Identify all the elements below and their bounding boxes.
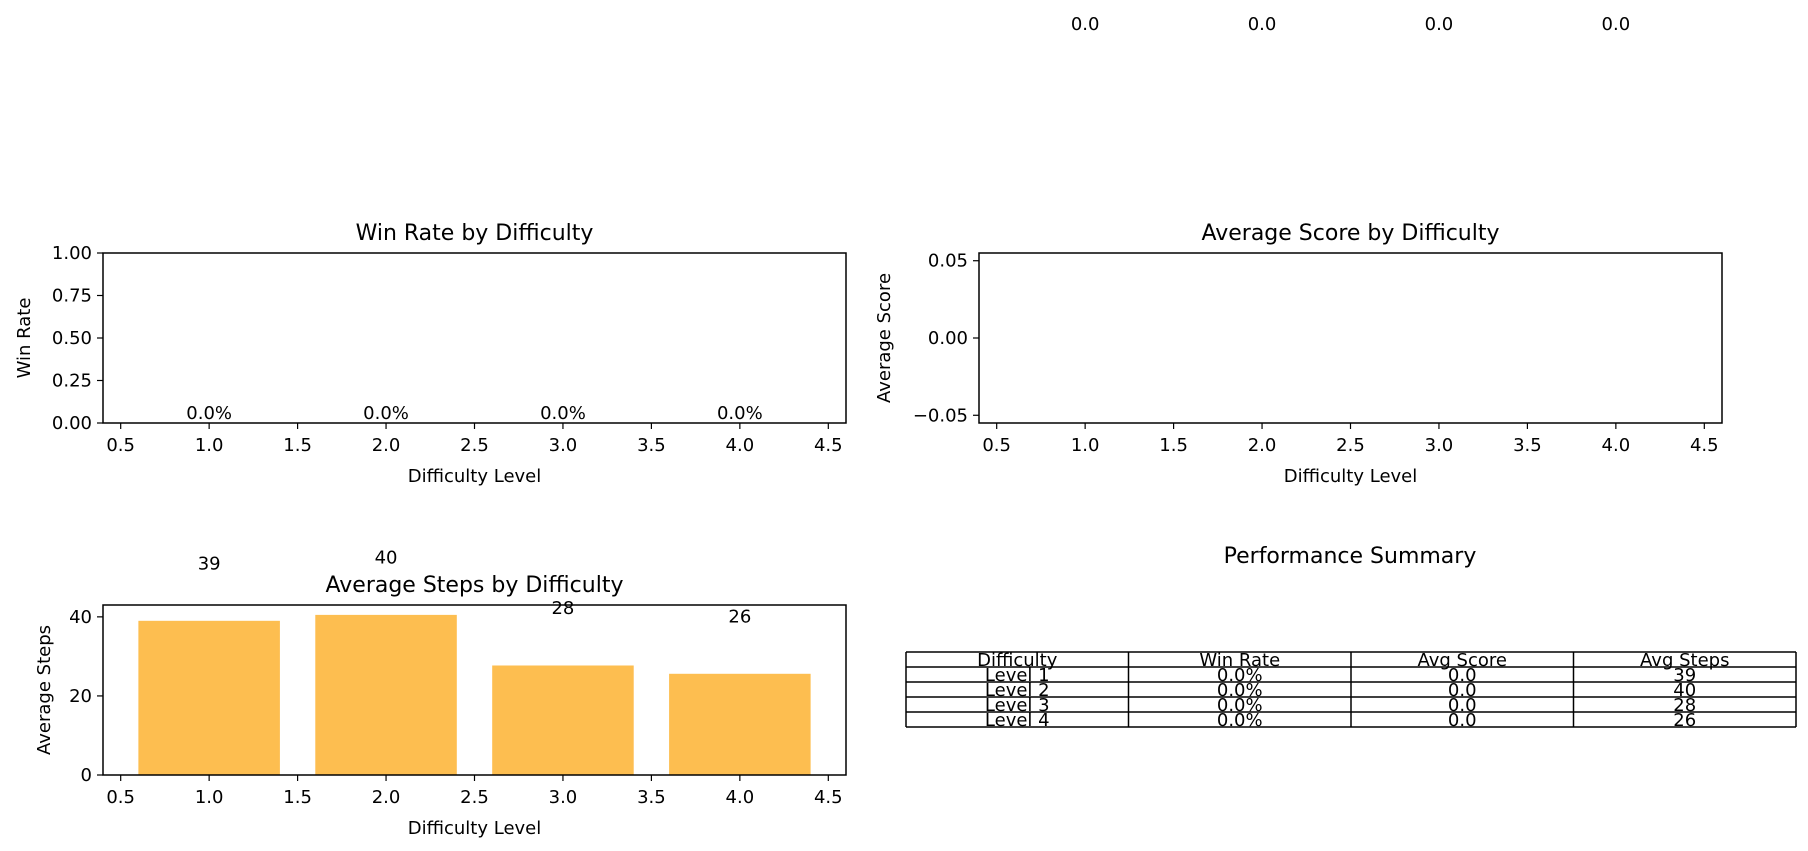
x-tick-label: 1.0 — [195, 435, 224, 456]
table-cell: 40 — [1673, 680, 1696, 701]
x-tick-label: 4.0 — [726, 435, 755, 456]
x-axis-label: Difficulty Level — [1284, 466, 1418, 487]
chart-title: Average Steps by Difficulty — [326, 573, 624, 598]
table-cell: 39 — [1673, 665, 1696, 686]
y-tick-label: 20 — [69, 686, 92, 707]
table-cell: 0.0 — [1448, 665, 1477, 686]
table-header-cell: Difficulty — [977, 650, 1058, 671]
x-tick-label: 2.5 — [460, 787, 489, 808]
axes-frame — [978, 252, 1723, 424]
data-label: 39 — [198, 553, 221, 574]
y-axis-label: Average Score — [874, 273, 895, 403]
table-cell: 26 — [1673, 710, 1696, 731]
table-cell: Level 4 — [985, 710, 1050, 731]
data-label: 28 — [551, 598, 574, 619]
bar — [669, 673, 811, 775]
table-title: Performance Summary — [1224, 544, 1477, 569]
x-tick-label: 1.5 — [283, 435, 312, 456]
y-tick-label: 0.75 — [52, 286, 92, 307]
chart-avg-steps: 0.5 1.0 1.5 2.0 2.5 3.0 3.5 4.0 4.5 0 20 40 Average … — [34, 548, 847, 839]
bar — [492, 665, 634, 775]
x-tick-label: 0.5 — [106, 435, 135, 456]
y-tick-label: 0.00 — [52, 413, 92, 434]
y-axis-label: Average Steps — [34, 625, 55, 755]
data-label: 0.0% — [363, 403, 409, 424]
x-axis-label: Difficulty Level — [408, 466, 542, 487]
performance-summary-table: Performance Summary Difficulty Win Rate Avg… — [905, 544, 1797, 731]
x-tick-label: 3.0 — [549, 435, 578, 456]
x-tick-label: 2.0 — [372, 787, 401, 808]
table-cell: Level 1 — [985, 665, 1050, 686]
y-tick-label: 0.50 — [52, 328, 92, 349]
table-cell: 0.0% — [1217, 695, 1263, 716]
table-header-cell: Win Rate — [1199, 650, 1280, 671]
data-label: 0.0% — [717, 403, 763, 424]
data-label: 26 — [728, 606, 751, 627]
x-tick-label: 1.0 — [1071, 435, 1100, 456]
x-tick-label: 3.0 — [549, 787, 578, 808]
x-tick-label: 4.5 — [1690, 435, 1719, 456]
data-label: 0.0 — [1602, 14, 1631, 35]
chart-title: Average Score by Difficulty — [1201, 221, 1499, 246]
chart-avg-score: 0.5 1.0 1.5 2.0 2.5 3.0 3.5 4.0 4.5 −0.05 0.00 0.05… — [874, 14, 1723, 487]
chart-title: Win Rate by Difficulty — [356, 221, 594, 246]
table-cell: 0.0 — [1448, 680, 1477, 701]
table-cell: 0.0% — [1217, 665, 1263, 686]
axes-frame — [102, 252, 847, 424]
x-tick-label: 3.5 — [637, 435, 666, 456]
x-tick-label: 4.0 — [1602, 435, 1631, 456]
x-tick-label: 0.5 — [982, 435, 1011, 456]
y-tick-label: 0.05 — [928, 251, 968, 272]
x-tick-label: 2.5 — [460, 435, 489, 456]
data-label: 0.0% — [540, 403, 586, 424]
x-tick-label: 4.5 — [814, 435, 843, 456]
x-tick-label: 0.5 — [106, 787, 135, 808]
x-axis-label: Difficulty Level — [408, 818, 542, 839]
table-cell: 28 — [1673, 695, 1696, 716]
table-cell: Level 3 — [985, 695, 1050, 716]
table-cell: Level 2 — [985, 680, 1050, 701]
x-tick-label: 1.5 — [1159, 435, 1188, 456]
y-axis-label: Win Rate — [14, 298, 35, 379]
x-tick-label: 1.5 — [283, 787, 312, 808]
y-tick-label: 0 — [81, 765, 92, 786]
bar — [315, 614, 457, 775]
y-tick-label: 1.00 — [52, 243, 92, 264]
x-tick-label: 4.5 — [814, 787, 843, 808]
bar — [138, 620, 280, 775]
table-cell: 0.0 — [1448, 710, 1477, 731]
data-label: 0.0 — [1248, 14, 1277, 35]
x-tick-label: 3.5 — [637, 787, 666, 808]
y-tick-label: 40 — [69, 607, 92, 628]
table-cell: 0.0% — [1217, 710, 1263, 731]
y-tick-label: 0.25 — [52, 371, 92, 392]
data-label: 0.0 — [1071, 14, 1100, 35]
x-tick-label: 3.5 — [1513, 435, 1542, 456]
x-tick-label: 2.0 — [1248, 435, 1277, 456]
x-tick-label: 2.5 — [1336, 435, 1365, 456]
x-tick-label: 1.0 — [195, 787, 224, 808]
x-tick-label: 2.0 — [372, 435, 401, 456]
x-tick-label: 3.0 — [1425, 435, 1454, 456]
chart-win-rate: 0.5 1.0 1.5 2.0 2.5 3.0 3.5 4.0 4.5 0.00 0.25 0.50 0… — [14, 221, 847, 487]
data-label: 40 — [375, 548, 398, 569]
table-header-cell: Avg Score — [1418, 650, 1507, 671]
data-label: 0.0 — [1425, 14, 1454, 35]
y-tick-label: −0.05 — [913, 405, 968, 426]
data-label: 0.0% — [186, 403, 232, 424]
table-cell: 0.0 — [1448, 695, 1477, 716]
table-header-cell: Avg Steps — [1640, 650, 1729, 671]
table-cell: 0.0% — [1217, 680, 1263, 701]
y-tick-label: 0.00 — [928, 328, 968, 349]
x-tick-label: 4.0 — [726, 787, 755, 808]
